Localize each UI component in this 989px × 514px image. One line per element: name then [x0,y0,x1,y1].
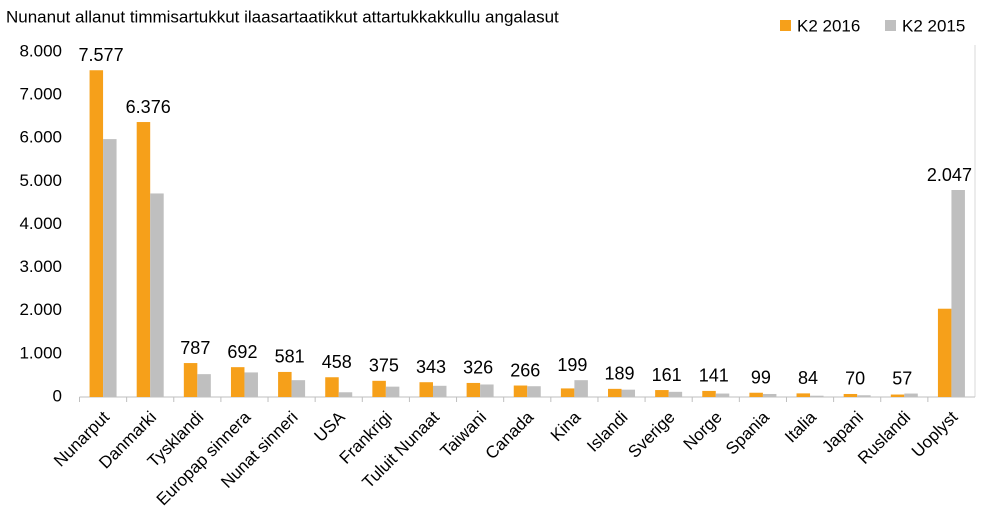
bar [244,372,258,397]
y-tick-label: 0 [53,386,62,405]
value-label: 6.376 [126,97,171,117]
bar [857,395,871,397]
bar [89,70,104,397]
bar [890,394,905,397]
legend-swatch [885,20,896,31]
bar [843,393,858,397]
bar [183,363,198,397]
bar [527,386,541,397]
value-label: 7.577 [79,45,124,65]
bar [668,391,683,397]
value-label: 161 [652,365,682,385]
x-tick-label: Uoplyst [908,407,962,461]
y-tick-label: 2.000 [19,300,62,319]
value-label: 84 [798,368,818,388]
value-label: 458 [322,352,352,372]
bar [197,374,211,397]
bar [574,380,588,397]
x-tick-label: Sverige [624,408,678,462]
value-label: 692 [227,342,257,362]
bar [810,395,824,397]
y-tick-label: 3.000 [19,257,62,276]
y-tick-label: 1.000 [19,343,62,362]
value-label: 326 [463,358,493,378]
value-label: 343 [416,357,446,377]
bar [103,139,117,398]
bar [621,389,636,397]
value-label: 141 [699,366,729,386]
legend-label: K2 2016 [797,16,860,35]
bar [951,190,965,397]
y-tick-label: 5.000 [19,171,62,190]
bar [385,386,400,397]
chart-title: Nunanut allanut timmisartukkut ilaasarta… [6,7,559,26]
bar [136,122,151,397]
x-tick-label: Spania [722,407,773,458]
value-label: 99 [751,367,771,387]
bar [432,385,447,397]
value-label: 375 [369,356,399,376]
value-label: 2.047 [927,165,972,185]
x-tick-label: Taiwani [437,408,491,462]
y-tick-label: 4.000 [19,214,62,233]
value-label: 199 [557,355,587,375]
x-tick-label: Norge [680,408,726,454]
bar [762,393,777,397]
x-tick-label: USA [311,407,350,446]
bar [702,390,716,397]
bar [325,377,339,397]
bar [419,382,433,397]
legend-label: K2 2015 [902,16,965,35]
value-label: 189 [604,364,634,384]
bar [230,367,245,397]
bar [291,380,306,397]
value-label: 787 [180,338,210,358]
bar [608,388,622,397]
bar [749,392,763,397]
bar [904,393,918,397]
value-label: 57 [892,368,912,388]
bar [655,390,669,397]
bar [466,382,481,397]
bar [560,388,575,397]
bar [715,393,730,397]
x-tick-label: Kina [547,407,585,445]
bar [513,385,528,397]
y-tick-label: 6.000 [19,128,62,147]
bar [338,392,353,397]
bar [150,193,164,397]
bar [278,371,292,397]
bar [372,380,386,397]
value-label: 266 [510,360,540,380]
x-tick-label: Canada [482,407,538,463]
bar [480,384,494,397]
y-tick-label: 7.000 [19,85,62,104]
y-tick-label: 8.000 [19,41,62,60]
bar [937,308,952,397]
x-tick-label: Italia [781,407,820,446]
bar [796,393,811,397]
x-tick-label: Ruslandi [854,408,914,468]
value-label: 581 [275,347,305,367]
value-label: 70 [845,369,865,389]
legend-swatch [780,20,791,31]
